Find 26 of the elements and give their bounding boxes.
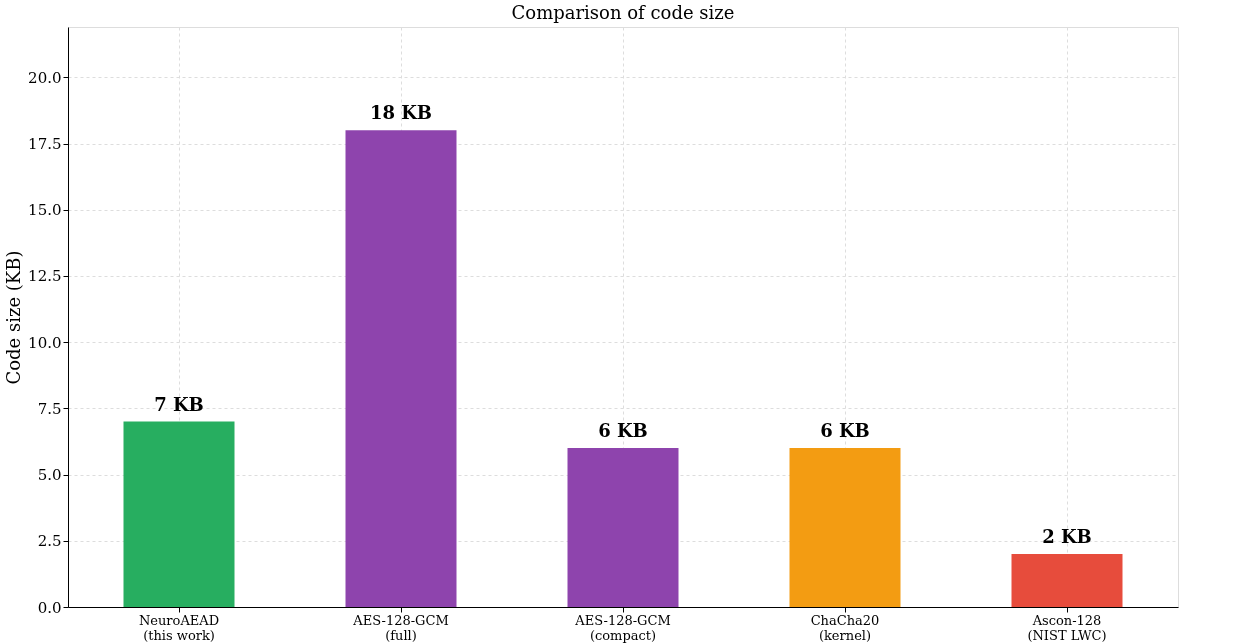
y-tick-label: 20.0	[28, 68, 62, 87]
bar	[567, 448, 679, 607]
y-tick-label: 2.5	[37, 532, 62, 551]
data-label: 6 KB	[820, 420, 870, 442]
y-tick-label: 15.0	[28, 201, 62, 220]
y-axis-title: Code size (KB)	[3, 250, 25, 385]
x-tick-label: ChaCha20 (kernel)	[810, 612, 880, 643]
bar	[789, 448, 901, 607]
data-label: 18 KB	[369, 102, 433, 124]
y-tick-label: 17.5	[28, 135, 62, 154]
x-tick-label: AES-128-GCM (full)	[352, 612, 449, 643]
data-label: 6 KB	[598, 420, 648, 442]
data-label: 7 KB	[154, 393, 204, 415]
bar	[123, 421, 235, 607]
x-tick-label: AES-128-GCM (compact)	[574, 612, 671, 643]
y-tick-label: 10.0	[28, 333, 62, 352]
x-tick-label: Ascon-128 (NIST LWC)	[1027, 612, 1107, 643]
x-tick-label: NeuroAEAD (this work)	[138, 612, 220, 643]
y-tick-label: 0.0	[37, 598, 62, 617]
chart-title: Comparison of code size	[511, 2, 735, 23]
y-tick-label: 7.5	[37, 399, 62, 418]
bar	[345, 130, 457, 607]
data-label: 2 KB	[1042, 526, 1092, 548]
y-tick-label: 12.5	[28, 267, 62, 286]
bar	[1011, 554, 1123, 607]
y-tick-label: 5.0	[37, 466, 62, 485]
